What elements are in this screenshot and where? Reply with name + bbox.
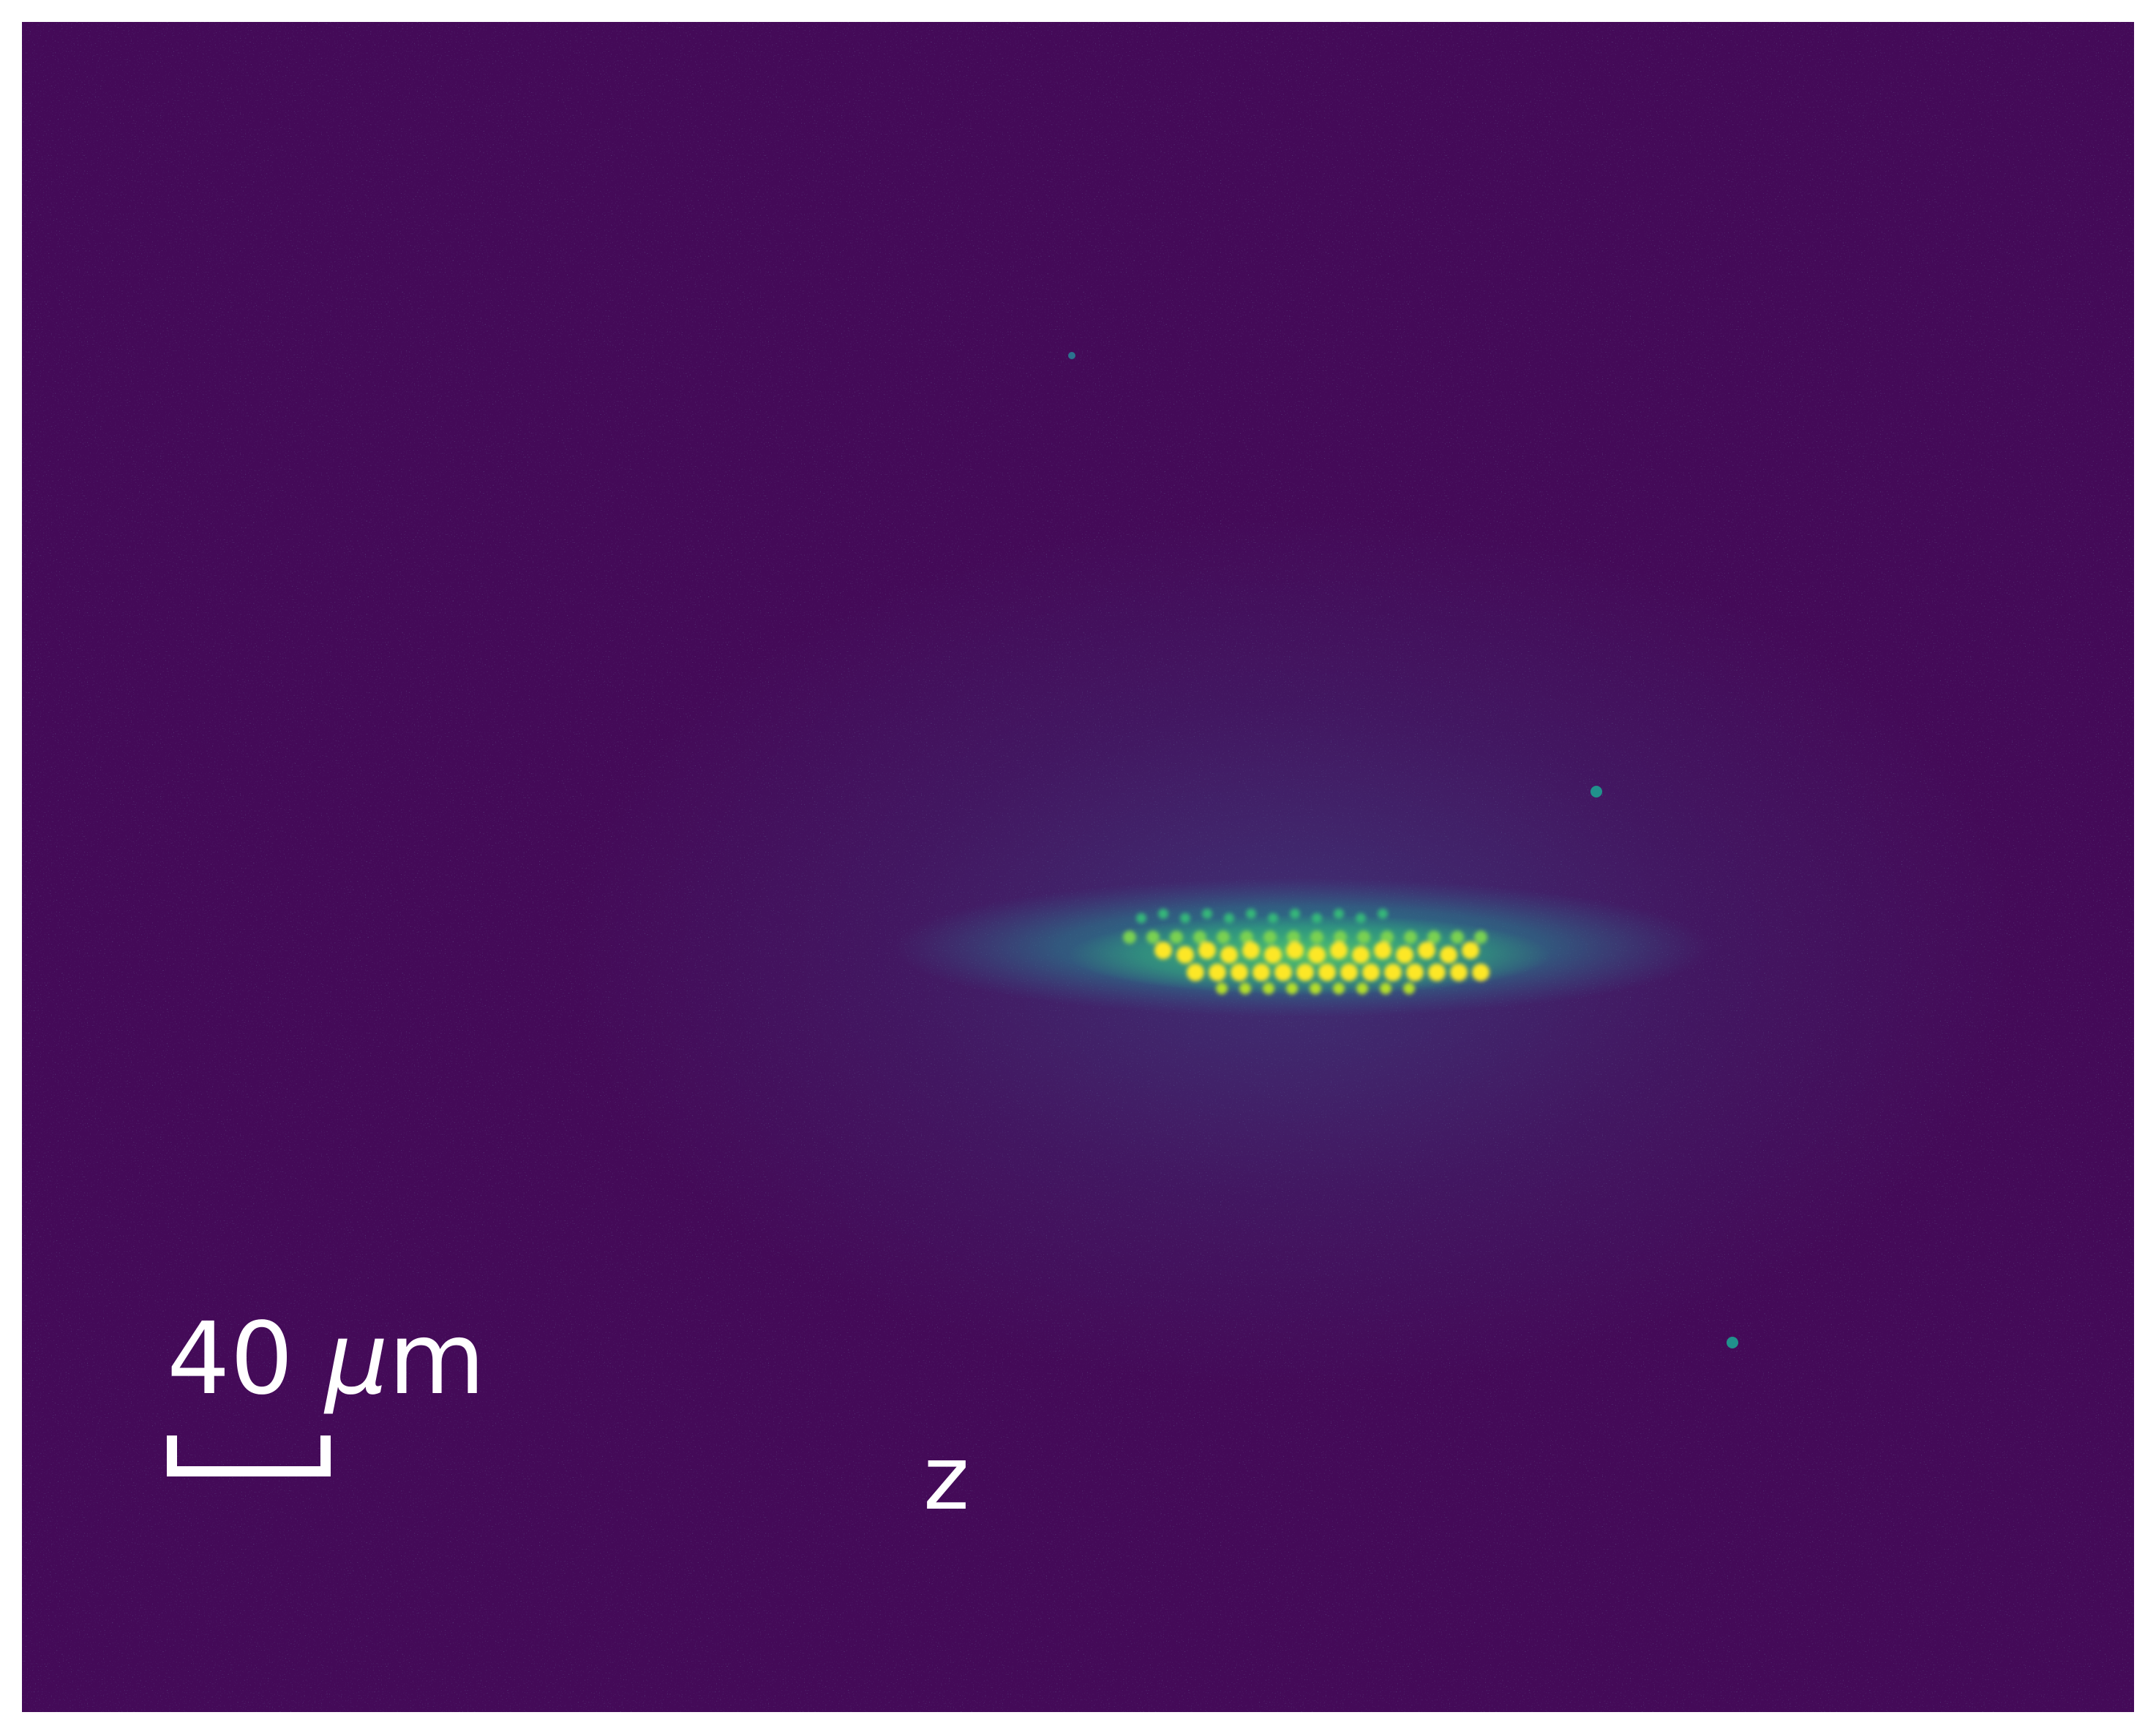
isolated-atom bbox=[1727, 1337, 1738, 1348]
lattice-site bbox=[1123, 931, 1136, 944]
lattice-site bbox=[1362, 964, 1380, 981]
lattice-site bbox=[1193, 931, 1206, 944]
lattice-site bbox=[1216, 983, 1228, 994]
lattice-site bbox=[1396, 946, 1413, 964]
fluorescence-image bbox=[22, 22, 2134, 1712]
bright-sites bbox=[1123, 909, 1490, 994]
lattice-site bbox=[1334, 909, 1344, 919]
lattice-site bbox=[1154, 942, 1172, 959]
lattice-site bbox=[1451, 931, 1464, 944]
lattice-site bbox=[1252, 964, 1270, 981]
lattice-site bbox=[1378, 909, 1388, 919]
lattice-site bbox=[1428, 964, 1446, 981]
lattice-site bbox=[1146, 931, 1160, 944]
lattice-site bbox=[1381, 931, 1394, 944]
lattice-site bbox=[1202, 909, 1212, 919]
lattice-site bbox=[1308, 946, 1326, 964]
lattice-site bbox=[1240, 931, 1253, 944]
lattice-site bbox=[1472, 964, 1490, 981]
lattice-site bbox=[1136, 913, 1146, 923]
lattice-site bbox=[1356, 983, 1368, 994]
lattice-site bbox=[1209, 964, 1226, 981]
lattice-site bbox=[1242, 942, 1260, 959]
scale-bar-value: 40 bbox=[167, 1302, 294, 1417]
scale-bar-unit-base: m bbox=[388, 1302, 486, 1417]
lattice-site bbox=[1176, 946, 1194, 964]
lattice-site bbox=[1224, 913, 1234, 923]
lattice-site bbox=[1318, 964, 1336, 981]
lattice-site bbox=[1231, 964, 1248, 981]
lattice-site bbox=[1158, 909, 1168, 919]
lattice-site bbox=[1286, 983, 1298, 994]
axis-label-z: z bbox=[923, 1428, 969, 1530]
fluorescence-image-render bbox=[22, 22, 2134, 1712]
lattice-site bbox=[1187, 964, 1204, 981]
isolated-atom bbox=[1590, 786, 1602, 797]
lattice-site bbox=[1264, 946, 1282, 964]
isolated-atom bbox=[1068, 352, 1075, 359]
lattice-site bbox=[1290, 909, 1300, 919]
lattice-site bbox=[1352, 946, 1370, 964]
lattice-site bbox=[1374, 942, 1391, 959]
lattice-site bbox=[1380, 983, 1391, 994]
lattice-site bbox=[1333, 983, 1345, 994]
lattice-site bbox=[1450, 964, 1468, 981]
lattice-site bbox=[1340, 964, 1358, 981]
lattice-site bbox=[1170, 931, 1183, 944]
lattice-site bbox=[1312, 913, 1322, 923]
lattice-site bbox=[1440, 946, 1457, 964]
lattice-site bbox=[1404, 931, 1417, 944]
scale-bar-unit-prefix: μ bbox=[325, 1302, 388, 1417]
lattice-site bbox=[1330, 942, 1348, 959]
lattice-site bbox=[1263, 983, 1274, 994]
lattice-site bbox=[1474, 931, 1487, 944]
lattice-site bbox=[1263, 931, 1277, 944]
lattice-site bbox=[1217, 931, 1230, 944]
lattice-site bbox=[1310, 983, 1321, 994]
lattice-site bbox=[1403, 983, 1415, 994]
lattice-site bbox=[1198, 942, 1216, 959]
lattice-site bbox=[1357, 931, 1370, 944]
lattice-site bbox=[1287, 931, 1300, 944]
lattice-site bbox=[1180, 913, 1190, 923]
lattice-site bbox=[1356, 913, 1366, 923]
scale-bar bbox=[167, 1435, 331, 1476]
lattice-site bbox=[1274, 964, 1292, 981]
lattice-site bbox=[1239, 983, 1251, 994]
lattice-site bbox=[1384, 964, 1402, 981]
lattice-site bbox=[1246, 909, 1256, 919]
lattice-site bbox=[1220, 946, 1238, 964]
lattice-site bbox=[1286, 942, 1304, 959]
lattice-site bbox=[1310, 931, 1323, 944]
lattice-site bbox=[1418, 942, 1435, 959]
lattice-site bbox=[1296, 964, 1314, 981]
lattice-site bbox=[1406, 964, 1424, 981]
lattice-site bbox=[1334, 931, 1347, 944]
lattice-site bbox=[1268, 913, 1278, 923]
lattice-site bbox=[1427, 931, 1441, 944]
scale-bar-label: 40 μm bbox=[167, 1310, 485, 1409]
lattice-site bbox=[1462, 942, 1479, 959]
